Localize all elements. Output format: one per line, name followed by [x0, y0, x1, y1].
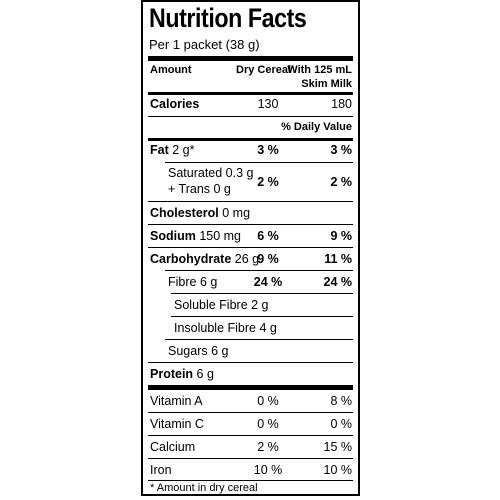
- divider-thin: [148, 458, 353, 459]
- cholesterol-name: Cholesterol: [150, 206, 219, 220]
- iron-dry: 10 %: [253, 463, 283, 477]
- divider-thick: [148, 385, 353, 390]
- vitamin-a-label: Vitamin A: [150, 394, 203, 408]
- calcium-dry: 2 %: [257, 440, 279, 454]
- panel-title: Nutrition Facts: [149, 3, 307, 33]
- protein-name: Protein: [150, 367, 194, 381]
- fibre-dry: 24 %: [253, 275, 283, 289]
- fat-dry: 3 %: [257, 143, 279, 157]
- insoluble-fibre-label: Insoluble Fibre 4 g: [174, 321, 277, 335]
- carbohydrate-dry: 9 %: [257, 252, 279, 266]
- serving-size: Per 1 packet (38 g): [149, 37, 260, 52]
- saturated-milk: 2 %: [330, 175, 352, 189]
- sodium-milk: 9 %: [330, 229, 352, 243]
- divider-thin: [148, 480, 353, 481]
- saturated-line1: Saturated 0.3 g: [168, 166, 254, 180]
- vitamin-a-dry: 0 %: [257, 394, 279, 408]
- saturated-row: Saturated 0.3 g + Trans 0 g 2 % 2 %: [148, 166, 353, 200]
- calcium-label: Calcium: [150, 440, 196, 454]
- divider-thin: [148, 116, 353, 117]
- sodium-amount: 150 mg: [195, 229, 242, 243]
- vitamin-c-label: Vitamin C: [150, 417, 204, 431]
- fat-amount: 2 g*: [168, 143, 195, 157]
- milk-header-line2: Skim Milk: [301, 78, 352, 90]
- iron-milk: 10 %: [323, 463, 353, 477]
- divider-thin: [148, 435, 353, 436]
- footnote: * Amount in dry cereal: [150, 482, 258, 494]
- nutrition-facts-panel: Nutrition Facts Per 1 packet (38 g) Amou…: [141, 0, 360, 496]
- divider-thin: [165, 339, 353, 340]
- divider-mid: [148, 92, 353, 95]
- divider-thin: [165, 162, 353, 163]
- cholesterol-amount: 0 mg: [218, 206, 251, 220]
- dry-cereal-header: Dry Cereal: [236, 64, 292, 76]
- carbohydrate-milk: 11 %: [324, 252, 352, 266]
- divider-thin: [165, 270, 353, 271]
- vitamin-a-milk: 8 %: [330, 394, 352, 408]
- protein-amount: 6 g: [193, 367, 214, 381]
- sodium-dry: 6 %: [257, 229, 279, 243]
- vitamin-c-milk: 0 %: [330, 417, 352, 431]
- vitamin-c-dry: 0 %: [257, 417, 279, 431]
- daily-value-label: % Daily Value: [281, 121, 352, 133]
- calories-label: Calories: [150, 97, 200, 111]
- saturated-line2: + Trans 0 g: [168, 182, 231, 196]
- fat-name: Fat: [150, 143, 169, 157]
- sugars-label: Sugars 6 g: [168, 344, 229, 358]
- fibre-milk: 24 %: [323, 275, 353, 289]
- divider-thin: [171, 293, 353, 294]
- soluble-fibre-label: Soluble Fibre 2 g: [174, 298, 269, 312]
- iron-label: Iron: [150, 463, 172, 477]
- calories-milk: 180: [331, 97, 352, 111]
- sodium-name: Sodium: [150, 229, 196, 243]
- calcium-milk: 15 %: [323, 440, 353, 454]
- amount-header: Amount: [150, 64, 192, 76]
- divider-thin: [148, 224, 353, 225]
- divider-thin: [171, 316, 353, 317]
- divider-thin: [148, 201, 353, 202]
- divider-thin: [148, 412, 353, 413]
- divider-thin: [148, 247, 353, 248]
- carbohydrate-amount: 26 g: [231, 252, 260, 266]
- column-header: Amount Dry Cereal With 125 mL Skim Milk: [148, 64, 353, 96]
- fat-milk: 3 %: [330, 143, 352, 157]
- divider-thin: [148, 362, 353, 363]
- calories-dry: 130: [257, 97, 279, 111]
- divider-thick: [148, 56, 353, 61]
- divider-mid: [148, 138, 353, 141]
- saturated-dry: 2 %: [257, 175, 279, 189]
- fibre-label: Fibre 6 g: [168, 275, 218, 289]
- carbohydrate-name: Carbohydrate: [150, 252, 232, 266]
- milk-header-line1: With 125 mL: [287, 64, 352, 76]
